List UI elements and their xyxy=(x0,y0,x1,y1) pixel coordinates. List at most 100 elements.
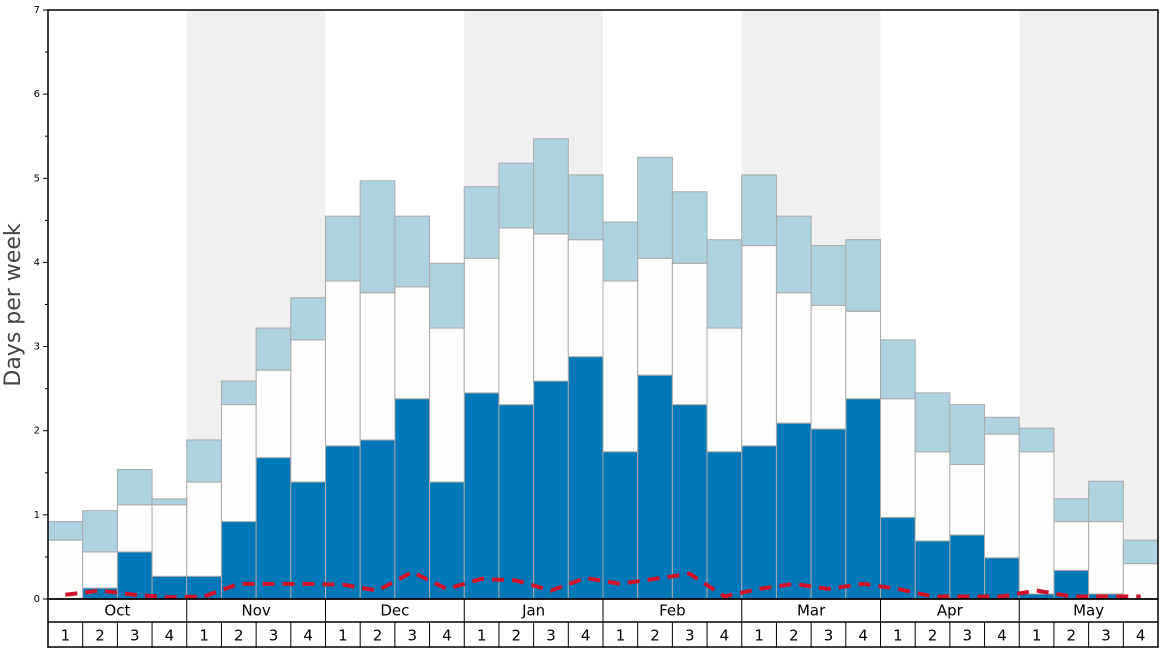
bar-segment xyxy=(775,292,812,424)
bar-segment xyxy=(914,540,951,600)
x-tick-label: 4 xyxy=(581,627,591,645)
bar-segment xyxy=(880,398,916,518)
bar-segment xyxy=(394,215,431,288)
bar-segment xyxy=(533,380,569,600)
bar-segment xyxy=(810,245,847,306)
x-tick-label: 4 xyxy=(997,627,1007,645)
x-tick-label: 1 xyxy=(199,627,209,645)
bar-segment xyxy=(325,215,361,282)
x-tick-label: 1 xyxy=(338,627,348,645)
bar-segment xyxy=(429,327,465,483)
x-tick-label: 3 xyxy=(1101,627,1111,645)
bar-segment xyxy=(741,445,777,600)
x-tick-label: 2 xyxy=(95,627,105,645)
bar-segment xyxy=(186,481,222,577)
bar-segment xyxy=(1088,480,1124,523)
bar-segment xyxy=(47,539,84,600)
bar-segment xyxy=(706,451,743,600)
x-tick-label: 3 xyxy=(269,627,279,645)
bar-segment xyxy=(567,356,604,600)
bar-segment xyxy=(671,404,708,600)
bar-segment xyxy=(706,239,743,329)
bar-segment xyxy=(151,498,188,506)
x-tick-label: 3 xyxy=(546,627,556,645)
bar-segment xyxy=(1122,539,1159,565)
bar-segment xyxy=(914,392,951,453)
bar-segment xyxy=(984,557,1020,600)
y-tick-label: 5 xyxy=(34,173,40,184)
bar-segment xyxy=(1053,521,1090,571)
month-label: Feb xyxy=(659,602,686,620)
bar-segment xyxy=(429,481,465,600)
y-tick-label: 1 xyxy=(34,510,40,521)
y-tick-label: 7 xyxy=(34,5,40,16)
bar-segment xyxy=(498,162,535,229)
bar-segment xyxy=(325,280,361,447)
x-tick-label: 2 xyxy=(789,627,799,645)
month-label: Nov xyxy=(241,602,270,620)
x-tick-label: 4 xyxy=(720,627,730,645)
month-label: May xyxy=(1073,602,1104,620)
x-tick-label: 4 xyxy=(303,627,313,645)
bar-segment xyxy=(845,239,881,312)
bar-segment xyxy=(533,138,569,235)
month-label: Oct xyxy=(104,602,130,620)
bar-segment xyxy=(602,451,639,600)
bar-segment xyxy=(116,468,153,506)
x-tick-label: 1 xyxy=(61,627,71,645)
bar-segment xyxy=(1122,563,1159,600)
bar-segment xyxy=(325,445,361,600)
x-tick-label: 3 xyxy=(685,627,695,645)
bar-segment xyxy=(394,398,431,600)
bar-segment xyxy=(1018,593,1055,600)
line-series xyxy=(65,569,1141,600)
bar-segment xyxy=(463,392,500,600)
x-tick-label: 2 xyxy=(650,627,660,645)
x-tick-label: 4 xyxy=(442,627,452,645)
bar-segment xyxy=(567,174,604,241)
bar-segment xyxy=(255,457,292,600)
bar-segment xyxy=(671,191,708,264)
bar-segment xyxy=(1088,521,1124,595)
x-tick-label: 2 xyxy=(373,627,383,645)
x-tick-label: 2 xyxy=(512,627,522,645)
bar-segment xyxy=(151,504,188,577)
bar-segment xyxy=(116,504,153,553)
y-axis-label: Days per week xyxy=(1,223,26,386)
bar-segment xyxy=(359,292,396,441)
bar-segment xyxy=(637,156,673,259)
y-tick-label: 4 xyxy=(34,257,40,268)
x-tick-label: 2 xyxy=(1067,627,1077,645)
bar-segment xyxy=(116,551,153,600)
bar-segment xyxy=(810,428,847,600)
y-tick-label: 2 xyxy=(34,426,40,437)
bar-segment xyxy=(706,327,743,453)
x-tick-label: 1 xyxy=(754,627,764,645)
x-tick-label: 3 xyxy=(962,627,972,645)
x-tick-label: 1 xyxy=(616,627,626,645)
bar-segment xyxy=(290,339,326,483)
x-tick-label: 2 xyxy=(234,627,244,645)
bar-segment xyxy=(82,510,118,553)
x-tick-label: 1 xyxy=(1032,627,1042,645)
bar-segment xyxy=(498,227,535,406)
bar-segment xyxy=(775,215,812,294)
month-label: Dec xyxy=(380,602,409,620)
bar-segment xyxy=(220,380,257,406)
bar-segment xyxy=(1018,451,1055,595)
x-tick-label: 4 xyxy=(1136,627,1146,645)
bar-segment xyxy=(637,374,673,600)
month-label: Jan xyxy=(521,602,545,620)
bar-segment xyxy=(602,221,639,282)
bar-segment xyxy=(255,327,292,371)
x-tick-label: 3 xyxy=(824,627,834,645)
x-tick-label: 2 xyxy=(928,627,938,645)
bar-segment xyxy=(220,404,257,523)
bar-segment xyxy=(741,174,777,247)
x-tick-label: 4 xyxy=(858,627,868,645)
x-tick-label: 1 xyxy=(893,627,903,645)
month-label: Apr xyxy=(937,602,964,620)
bar-segment xyxy=(533,233,569,382)
bar-segment xyxy=(290,481,326,600)
